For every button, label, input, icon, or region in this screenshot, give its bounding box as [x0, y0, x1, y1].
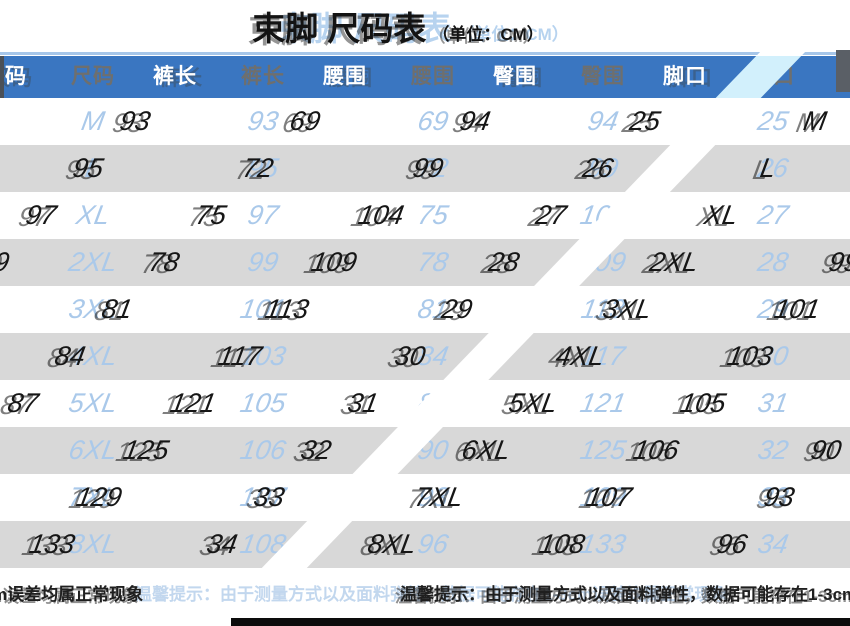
- ghost-cell: 2XL: [66, 247, 120, 277]
- ghost-cell: 106: [237, 435, 289, 465]
- title-unit: （单位：CM）: [432, 25, 544, 44]
- column-header-4: 脚口: [663, 65, 707, 88]
- cell: 113: [262, 294, 312, 324]
- column-header-ghost-0: 尺码: [71, 65, 115, 88]
- ghost-cell: 121: [577, 388, 629, 418]
- cell: 8XL: [365, 529, 419, 559]
- cell: 109: [308, 247, 360, 277]
- column-header-ghost-2: 腰围: [411, 65, 455, 88]
- column-header-ghost-3: 臀围: [581, 65, 625, 88]
- table-row-8XL: [0, 521, 850, 568]
- cell: 106: [630, 435, 682, 465]
- cell: 6XL: [459, 435, 513, 465]
- column-header-1: 裤长: [153, 65, 197, 88]
- cell: 4XL: [553, 341, 607, 371]
- page-title-ghost: 束脚 尺码表 （单位：CM）: [277, 10, 569, 54]
- cell: 104: [355, 200, 407, 230]
- cell: 5XL: [506, 388, 560, 418]
- footer-note: 温馨提示：由于测量方式以及面料弹性，数据可能存在1-3cm误差均属正常现象: [400, 585, 850, 604]
- table-header-bar: [0, 56, 850, 98]
- page-title: 束脚 尺码表 （单位：CM）: [252, 10, 544, 54]
- cell: 121: [167, 388, 219, 418]
- table-row-7XL: [0, 474, 850, 521]
- cell: 103: [724, 341, 776, 371]
- cell: 7XL: [412, 482, 466, 512]
- header-accent-line: [0, 52, 850, 55]
- cell: 125: [120, 435, 172, 465]
- cell: 107: [583, 482, 635, 512]
- column-header-0: 尺码: [0, 65, 27, 88]
- page-title-text: 束脚 尺码表: [252, 10, 427, 47]
- table-row-2XL: [0, 239, 850, 286]
- column-header-3: 臀围: [493, 65, 537, 88]
- table-row-3XL: [0, 286, 850, 333]
- cell: 108: [536, 529, 588, 559]
- ghost-cell: 105: [237, 388, 289, 418]
- page-title-ghost-text: 束脚 尺码表: [277, 10, 452, 47]
- cell: 133: [26, 529, 78, 559]
- cell: 101: [771, 294, 823, 324]
- ghost-cell: 5XL: [66, 388, 120, 418]
- column-header-2: 腰围: [323, 65, 367, 88]
- cell: 2XL: [647, 247, 701, 277]
- footer-note-wrapped: 温馨提示：由于测量方式以及面料弹性，数据可能存在1-3cm误差均属正常现象: [0, 585, 144, 604]
- title-unit-ghost: （单位：CM）: [457, 25, 569, 44]
- table-row-4XL: [0, 333, 850, 380]
- table-row-XL: [0, 192, 850, 239]
- footer-note-ghost: 温馨提示：由于测量方式以及面料弹性，数据可能存在1-3cm误差均属正常现象: [135, 585, 729, 604]
- header-left-edge-patch: [0, 56, 4, 98]
- table-row-L: [0, 145, 850, 192]
- cell: 129: [73, 482, 125, 512]
- ghost-cell: 125: [577, 435, 629, 465]
- header-right-corner-patch: [836, 50, 850, 92]
- cell: 3XL: [600, 294, 654, 324]
- column-header-ghost-1: 裤长: [241, 65, 285, 88]
- ghost-cell: 6XL: [66, 435, 120, 465]
- bottom-border-bar: [231, 618, 850, 626]
- cell: 105: [677, 388, 729, 418]
- cell: 117: [215, 341, 265, 371]
